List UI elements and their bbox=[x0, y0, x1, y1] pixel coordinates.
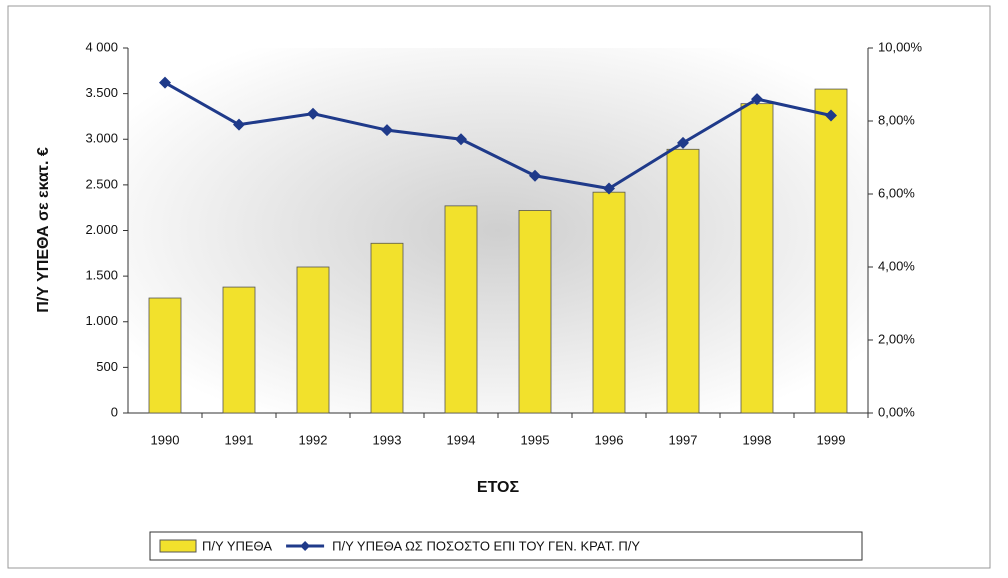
marker bbox=[825, 109, 837, 122]
bar bbox=[592, 191, 626, 414]
y-tick-label: 500 bbox=[96, 359, 118, 374]
bar bbox=[222, 286, 256, 414]
x-tick-label: 1991 bbox=[225, 432, 254, 447]
legend bbox=[149, 531, 863, 561]
bar bbox=[666, 148, 700, 414]
y-tick-label: 0 bbox=[111, 404, 118, 419]
bar bbox=[370, 242, 404, 414]
marker bbox=[455, 133, 467, 146]
legend-swatch bbox=[159, 539, 197, 553]
legend-label: Π/Υ ΥΠΕΘΑ ΩΣ ΠΟΣΟΣΤΟ ΕΠΙ ΤΟΥ ΓΕΝ. ΚΡΑΤ. … bbox=[332, 538, 640, 553]
y2-tick-label: 8,00% bbox=[878, 112, 915, 127]
y-tick-label: 4 000 bbox=[85, 39, 118, 54]
marker bbox=[159, 76, 171, 89]
bar bbox=[444, 205, 478, 414]
bar bbox=[740, 103, 774, 414]
y2-tick-label: 6,00% bbox=[878, 185, 915, 200]
y-tick-label: 2.000 bbox=[85, 222, 118, 237]
x-tick-label: 1995 bbox=[521, 432, 550, 447]
y-tick-label: 2.500 bbox=[85, 176, 118, 191]
x-tick-label: 1992 bbox=[299, 432, 328, 447]
line bbox=[164, 81, 832, 191]
x-tick-label: 1999 bbox=[817, 432, 846, 447]
marker bbox=[751, 93, 763, 106]
bar bbox=[814, 88, 848, 414]
y2-tick-label: 2,00% bbox=[878, 331, 915, 346]
y-tick-label: 3.000 bbox=[85, 131, 118, 146]
y2-tick-label: 10,00% bbox=[878, 39, 923, 54]
y-tick-label: 3.500 bbox=[85, 85, 118, 100]
marker bbox=[307, 107, 319, 120]
x-axis-title: ΕΤΟΣ bbox=[477, 479, 520, 496]
x-tick-label: 1997 bbox=[669, 432, 698, 447]
x-tick-label: 1996 bbox=[595, 432, 624, 447]
marker bbox=[677, 136, 689, 149]
bar bbox=[148, 297, 182, 414]
y2-tick-label: 0,00% bbox=[878, 404, 915, 419]
x-tick-label: 1990 bbox=[151, 432, 180, 447]
x-tick-label: 1994 bbox=[447, 432, 476, 447]
y-tick-label: 1.000 bbox=[85, 313, 118, 328]
legend-label: Π/Υ ΥΠΕΘΑ bbox=[202, 538, 272, 553]
x-tick-label: 1993 bbox=[373, 432, 402, 447]
y-axis-title: Π/Υ ΥΠΕΘΑ σε εκατ. € bbox=[35, 147, 52, 313]
marker bbox=[603, 182, 615, 195]
bar bbox=[518, 210, 552, 414]
bar bbox=[296, 266, 330, 414]
y-tick-label: 1.500 bbox=[85, 268, 118, 283]
legend-marker bbox=[300, 541, 311, 551]
y2-tick-label: 4,00% bbox=[878, 258, 915, 273]
x-tick-label: 1998 bbox=[743, 432, 772, 447]
marker bbox=[529, 169, 541, 182]
marker bbox=[233, 118, 245, 131]
marker bbox=[381, 124, 393, 137]
